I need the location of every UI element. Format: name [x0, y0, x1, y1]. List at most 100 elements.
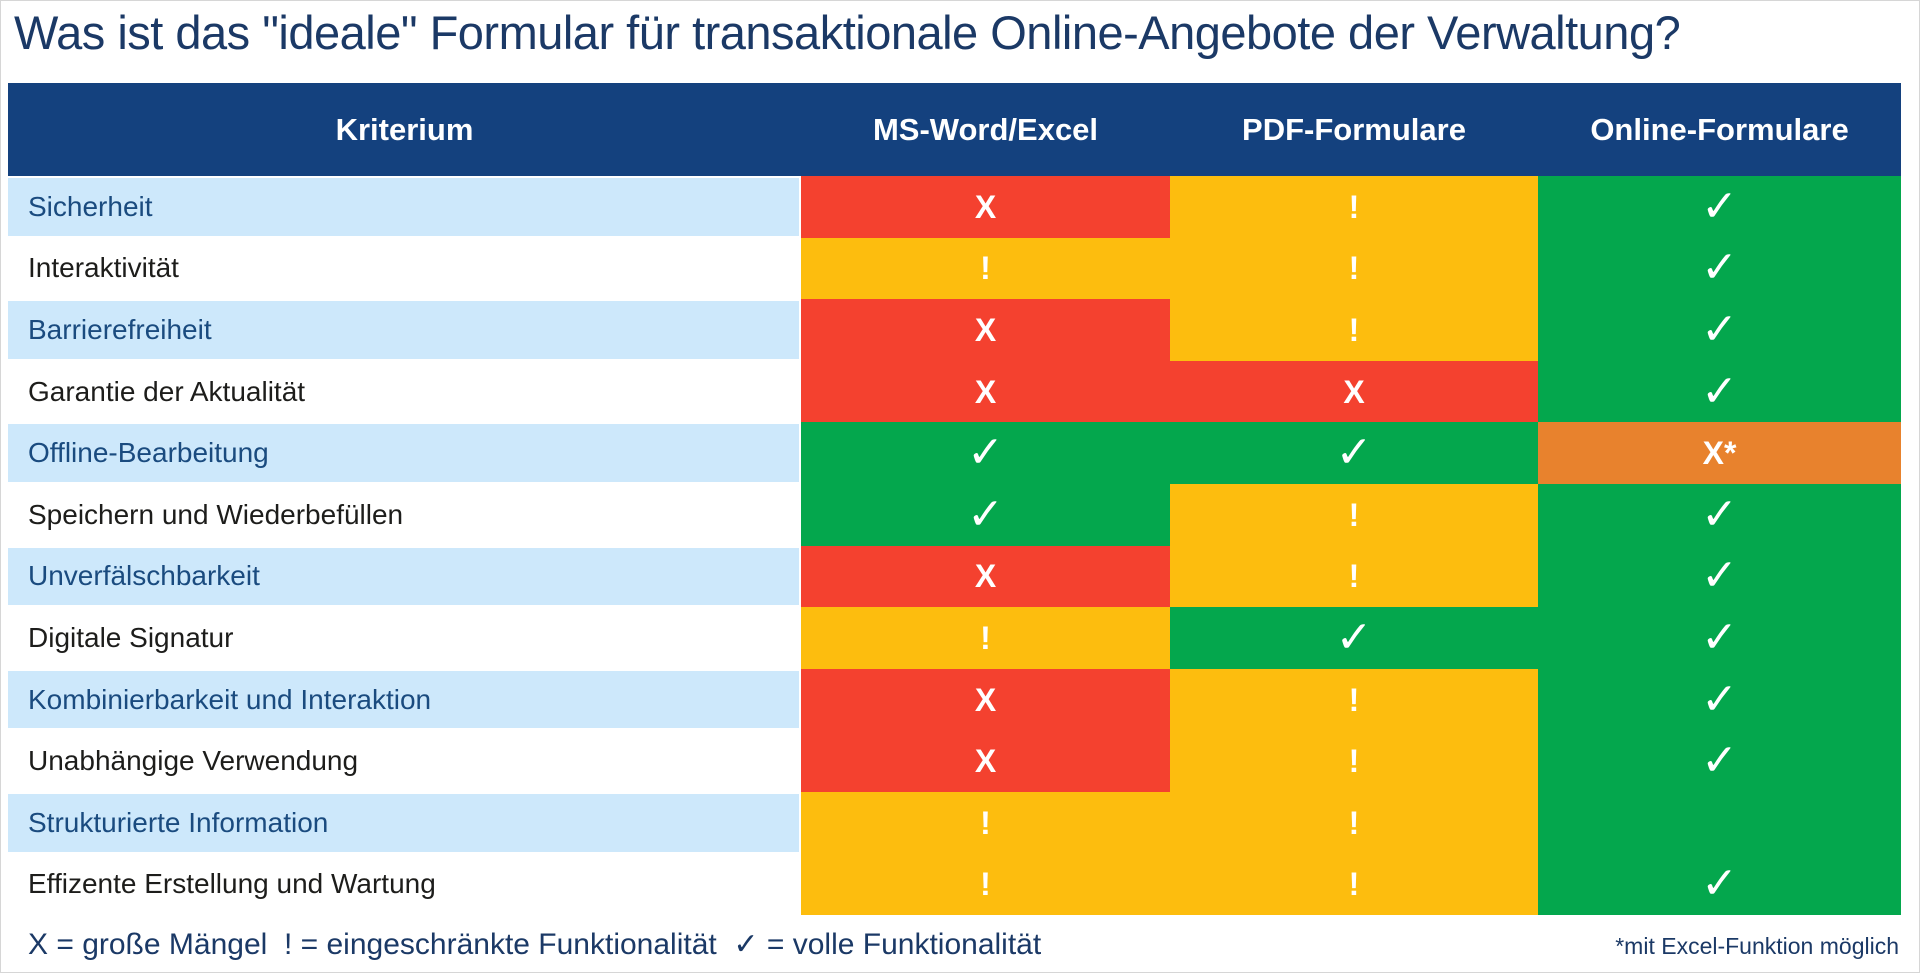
check-icon: ✓ — [1701, 489, 1738, 539]
criterion-label: Sicherheit — [8, 176, 801, 238]
status-cell-msword-excel: ✓ — [801, 422, 1170, 484]
exclamation-icon: ! — [980, 866, 991, 903]
criterion-label: Offline-Bearbeitung — [8, 422, 801, 484]
status-cell-pdf-formulare: ✓ — [1170, 607, 1538, 669]
exclamation-icon: ! — [1348, 496, 1360, 533]
status-cell-pdf-formulare: ! — [1170, 237, 1538, 300]
status-cell-online-formulare: ✓ — [1538, 237, 1901, 300]
status-cell-online-formulare: ✓ — [1538, 176, 1901, 238]
criterion-label-text: Strukturierte Information — [28, 806, 329, 838]
column-header-kriterium: Kriterium — [335, 111, 474, 147]
check-icon: ✓ — [1701, 304, 1738, 354]
status-cell-msword-excel: X — [801, 730, 1170, 792]
exclamation-icon: ! — [1348, 866, 1360, 903]
criterion-label-text: Speichern und Wiederbefüllen — [28, 498, 404, 530]
status-cell-pdf-formulare: ! — [1170, 730, 1538, 792]
exclamation-icon: ! — [1348, 188, 1360, 225]
criterion-label: Strukturierte Information — [8, 792, 801, 854]
status-cell-msword-excel: X — [801, 299, 1170, 361]
criterion-label: Digitale Signatur — [8, 607, 801, 669]
status-cell-msword-excel: ✓ — [801, 483, 1170, 546]
check-icon: ✓ — [1701, 366, 1738, 416]
criterion-label-text: Kombinierbarkeit und Interaktion — [28, 683, 432, 715]
status-cell-pdf-formulare: ! — [1170, 668, 1538, 731]
exclamation-icon: ! — [1348, 804, 1360, 841]
status-cell-msword-excel: ! — [801, 853, 1170, 916]
page-title: Was ist das "ideale" Formular für transa… — [14, 6, 1681, 59]
status-cell-online-formulare: ✓ — [1538, 299, 1901, 361]
check-icon: ✓ — [1335, 612, 1373, 662]
check-icon: ✓ — [1701, 181, 1738, 231]
exclamation-icon: ! — [980, 619, 991, 656]
criterion-label-text: Unabhängige Verwendung — [28, 745, 359, 777]
criterion-label: Barrierefreiheit — [8, 299, 801, 361]
check-icon: ✓ — [1335, 428, 1373, 478]
table-row: Strukturierte Information!! — [8, 791, 1901, 854]
x-icon: X — [1343, 373, 1365, 410]
criterion-label-text: Garantie der Aktualität — [28, 375, 306, 407]
criterion-label-text: Unverfälschbarkeit — [28, 560, 260, 592]
exclamation-icon: ! — [1348, 558, 1360, 595]
exclamation-icon: ! — [1348, 250, 1360, 287]
check-icon: ✓ — [1701, 612, 1738, 662]
criterion-label: Unverfälschbarkeit — [8, 546, 801, 608]
status-cell-msword-excel: ! — [801, 791, 1170, 854]
check-icon: ✓ — [1701, 551, 1738, 601]
status-cell-pdf-formulare: ! — [1170, 176, 1538, 238]
status-cell-online-formulare: ✓ — [1538, 360, 1901, 423]
x-icon: X — [974, 373, 997, 410]
check-icon: ✓ — [1701, 674, 1738, 724]
x-icon: X — [974, 311, 997, 348]
column-header-pdf-formulare: PDF-Formulare — [1242, 111, 1466, 147]
criterion-label: Speichern und Wiederbefüllen — [8, 484, 801, 546]
status-cell-pdf-formulare: X — [1170, 360, 1538, 423]
criterion-label-text: Barrierefreiheit — [28, 313, 212, 345]
status-cell-pdf-formulare: ! — [1170, 853, 1538, 916]
criterion-label-text: Sicherheit — [28, 190, 153, 222]
check-icon: ✓ — [967, 489, 1004, 539]
exclamation-icon: ! — [1348, 311, 1360, 348]
criterion-label: Kombinierbarkeit und Interaktion — [8, 669, 801, 731]
check-icon: ✓ — [1701, 859, 1738, 909]
exclamation-icon: ! — [1348, 681, 1360, 718]
check-icon: ✓ — [1701, 736, 1738, 786]
table-row: Unverfälschbarkeit X! ✓ — [8, 545, 1901, 608]
status-cell-online-formulare: ✓ — [1538, 668, 1901, 731]
criterion-label: Interaktivität — [8, 238, 801, 300]
status-cell-online-formulare: ✓ — [1538, 853, 1901, 916]
status-cell-msword-excel: X — [801, 668, 1170, 731]
table-row: Barrierefreiheit X! ✓ — [8, 299, 1901, 361]
status-cell-online-formulare: ✓ — [1538, 730, 1901, 792]
x-icon: X — [974, 743, 997, 780]
legend-bar: X = große Mängel ! = eingeschränkte Funk… — [8, 927, 1901, 962]
status-cell-online-formulare: ✓ — [1538, 545, 1901, 608]
table-row: Speichern und Wiederbefüllen ✓! ✓ — [8, 483, 1901, 546]
criterion-label-text: Effizente Erstellung und Wartung — [28, 868, 436, 900]
criterion-label-text: Digitale Signatur — [28, 621, 234, 653]
table-row: Kombinierbarkeit und Interaktion X! ✓ — [8, 668, 1901, 731]
status-cell-msword-excel: X — [801, 360, 1170, 423]
status-cell-msword-excel: X — [801, 176, 1170, 238]
criterion-label-text: Offline-Bearbeitung — [28, 437, 269, 469]
check-icon: ✓ — [1701, 243, 1738, 293]
criterion-label: Effizente Erstellung und Wartung — [8, 854, 801, 916]
status-cell-online-formulare — [1538, 791, 1901, 854]
table-row: Garantie der Aktualität X X ✓ — [8, 360, 1901, 423]
exclamation-icon: ! — [1348, 743, 1360, 780]
legend: X = große Mängel ! = eingeschränkte Funk… — [28, 928, 1042, 961]
table-row: Digitale Signatur! ✓ ✓ — [8, 607, 1901, 669]
status-cell-pdf-formulare: ! — [1170, 545, 1538, 608]
status-cell-online-formulare: ✓ — [1538, 607, 1901, 669]
column-header-msword-excel: MS-Word/Excel — [872, 111, 1099, 147]
criterion-label: Unabhängige Verwendung — [8, 730, 801, 792]
check-icon: ✓ — [967, 428, 1004, 478]
status-cell-online-formulare: X* — [1538, 422, 1901, 484]
column-header-online-formulare: Online-Formulare — [1590, 111, 1849, 147]
exclamation-icon: ! — [980, 804, 991, 841]
exclamation-icon: ! — [980, 250, 991, 287]
table-row: Sicherheit X! ✓ — [8, 176, 1901, 238]
status-cell-pdf-formulare: ! — [1170, 791, 1538, 854]
status-cell-pdf-formulare: ! — [1170, 483, 1538, 546]
table-body: Sicherheit X! ✓ Interaktivität!! ✓ Barrierefr… — [8, 176, 1901, 916]
